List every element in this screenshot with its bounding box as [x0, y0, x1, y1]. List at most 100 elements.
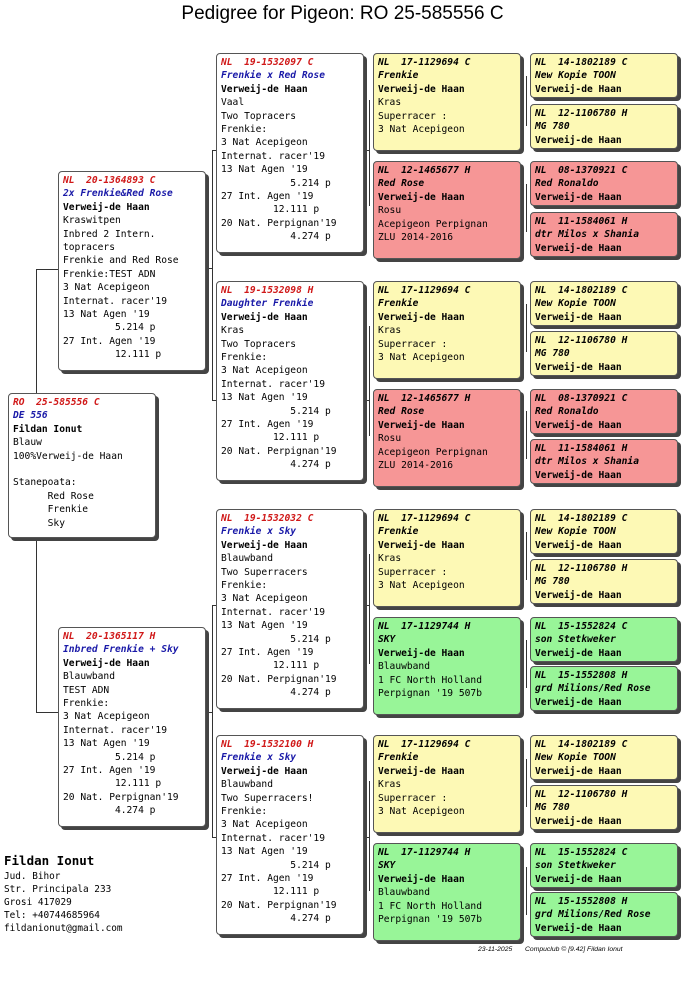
- info-line: 27 Int. Agen '19: [221, 647, 314, 659]
- info-line: 27 Int. Agen '19: [63, 765, 156, 777]
- footer-software: Compuclub © [9.42] Fildan Ionut: [525, 946, 623, 953]
- pigeon-card-gg-grandparent[interactable]: NL 15-1552824 C son Stetkweker Verweij-d…: [530, 843, 678, 888]
- pigeon-card-dam[interactable]: NL 20-1365117 H Inbred Frenkie + Sky Ver…: [58, 627, 206, 827]
- footer-date: 23-11-2025: [478, 946, 513, 953]
- info-line: 13 Nat Agen '19: [221, 620, 308, 632]
- pigeon-name: New Kopie TOON: [535, 70, 616, 82]
- info-line: 27 Int. Agen '19: [221, 191, 314, 203]
- info-line: Two Superracers!: [221, 792, 314, 804]
- pigeon-card-great-grandparent[interactable]: NL 12-1465677 H Red Rose Verweij-de Haan…: [373, 389, 521, 487]
- info-line: Superracer :: [378, 566, 448, 578]
- info-line: 13 Nat Agen '19: [221, 846, 308, 858]
- pigeon-card-gg-grandparent[interactable]: NL 15-1552808 H grd Milions/Red Rose Ver…: [530, 666, 678, 711]
- pigeon-card-gg-grandparent[interactable]: NL 12-1106780 H MG 780 Verweij-de Haan: [530, 104, 678, 149]
- connector-line: [526, 532, 527, 580]
- pigeon-card-gg-grandparent[interactable]: NL 15-1552808 H grd Milions/Red Rose Ver…: [530, 892, 678, 937]
- info-line: Two Topracers: [221, 110, 297, 122]
- ring-number: NL 12-1106780 H: [535, 789, 628, 800]
- pigeon-name: SKY: [378, 860, 396, 872]
- info-line: Inbred 2 Intern.: [63, 228, 156, 240]
- pigeon-name: Frenkie x Sky: [221, 526, 297, 538]
- ring-number: RO 25-585556 C: [13, 397, 100, 408]
- pigeon-card-great-grandparent[interactable]: NL 17-1129744 H SKY Verweij-de Haan Blau…: [373, 617, 521, 715]
- info-line: 3 Nat Acepigeon: [63, 711, 150, 723]
- pigeon-card-great-grandparent[interactable]: NL 17-1129694 C Frenkie Verweij-de Haan …: [373, 735, 521, 833]
- ring-number: NL 14-1802189 C: [535, 739, 628, 750]
- pigeon-card-gg-grandparent[interactable]: NL 08-1370921 C Red Ronaldo Verweij-de H…: [530, 389, 678, 434]
- pigeon-card-gg-grandparent[interactable]: NL 12-1106780 H MG 780 Verweij-de Haan: [530, 785, 678, 830]
- pigeon-card-gg-grandparent[interactable]: NL 08-1370921 C Red Ronaldo Verweij-de H…: [530, 161, 678, 206]
- pigeon-card-great-grandparent[interactable]: NL 12-1465677 H Red Rose Verweij-de Haan…: [373, 161, 521, 259]
- connector-line: [526, 304, 527, 352]
- info-line: Kras: [378, 779, 402, 791]
- info-line: 12.111 p: [221, 432, 320, 444]
- pigeon-card-gg-grandparent[interactable]: NL 12-1106780 H MG 780 Verweij-de Haan: [530, 559, 678, 604]
- info-line: 3 Nat Acepigeon: [221, 365, 308, 377]
- pigeon-name: MG 780: [535, 802, 570, 814]
- pigeon-card-gg-grandparent[interactable]: NL 14-1802189 C New Kopie TOON Verweij-d…: [530, 53, 678, 98]
- info-line: Acepigeon Perpignan: [378, 218, 488, 230]
- info-line: Perpignan '19 507b: [378, 914, 482, 926]
- pigeon-card-gg-grandparent[interactable]: NL 12-1106780 H MG 780 Verweij-de Haan: [530, 331, 678, 376]
- info-line: Kras: [378, 97, 402, 109]
- info-line: Internat. racer'19: [221, 378, 325, 390]
- pigeon-card-great-grandparent[interactable]: NL 17-1129744 H SKY Verweij-de Haan Blau…: [373, 843, 521, 941]
- owner-name: Verweij-de Haan: [378, 191, 465, 203]
- info-line: 4.274 p: [221, 231, 331, 243]
- breeder-line: Jud. Bihor: [4, 871, 61, 882]
- info-line: 3 Nat Acepigeon: [378, 352, 465, 364]
- info-line: Acepigeon Perpignan: [378, 446, 488, 458]
- pigeon-card-grandparent[interactable]: NL 19-1532100 H Frenkie x Sky Verweij-de…: [216, 735, 364, 935]
- info-line: Internat. racer'19: [221, 832, 325, 844]
- info-line: 27 Int. Agen '19: [63, 335, 156, 347]
- pigeon-card-gg-grandparent[interactable]: NL 15-1552824 C son Stetkweker Verweij-d…: [530, 617, 678, 662]
- owner-name: Verweij-de Haan: [535, 311, 622, 323]
- ring-number: NL 15-1552824 C: [535, 847, 628, 858]
- pigeon-card-gg-grandparent[interactable]: NL 11-1584061 H dtr Milos x Shania Verwe…: [530, 212, 678, 257]
- ring-number: NL 17-1129694 C: [378, 513, 471, 524]
- info-line: 100%Verweij-de Haan: [13, 450, 123, 462]
- pigeon-card-grandparent[interactable]: NL 19-1532098 H Daughter Frenkie Verweij…: [216, 281, 364, 481]
- info-line: Frenkie:: [221, 352, 268, 364]
- pigeon-name: New Kopie TOON: [535, 526, 616, 538]
- info-line: 3 Nat Acepigeon: [63, 282, 150, 294]
- connector-line: [364, 605, 370, 606]
- ring-number: NL 12-1465677 H: [378, 165, 471, 176]
- connector-line: [526, 759, 527, 807]
- connector-line: [206, 268, 213, 269]
- pigeon-card-gg-grandparent[interactable]: NL 11-1584061 H dtr Milos x Shania Verwe…: [530, 439, 678, 484]
- info-line: Perpignan '19 507b: [378, 688, 482, 700]
- owner-name: Verweij-de Haan: [221, 765, 308, 777]
- info-line: 12.111 p: [63, 778, 162, 790]
- pigeon-card-great-grandparent[interactable]: NL 17-1129694 C Frenkie Verweij-de Haan …: [373, 53, 521, 151]
- info-line: 12.111 p: [221, 204, 320, 216]
- pigeon-name: grd Milions/Red Rose: [535, 683, 651, 695]
- pigeon-card-gg-grandparent[interactable]: NL 14-1802189 C New Kopie TOON Verweij-d…: [530, 281, 678, 326]
- owner-name: Verweij-de Haan: [63, 201, 150, 213]
- info-line: 5.214 p: [221, 859, 331, 871]
- info-line: Frenkie:: [221, 124, 268, 136]
- pigeon-card-great-grandparent[interactable]: NL 17-1129694 C Frenkie Verweij-de Haan …: [373, 509, 521, 607]
- info-line: 5.214 p: [63, 322, 156, 334]
- owner-name: Verweij-de Haan: [378, 311, 465, 323]
- pigeon-name: SKY: [378, 634, 396, 646]
- info-line: Internat. racer'19: [63, 295, 167, 307]
- pigeon-card-grandparent[interactable]: NL 19-1532032 C Frenkie x Sky Verweij-de…: [216, 509, 364, 709]
- ring-number: NL 20-1365117 H: [63, 631, 156, 642]
- pigeon-card-subject[interactable]: RO 25-585556 C DE 556 Fildan Ionut Blauw…: [8, 393, 156, 538]
- pigeon-card-gg-grandparent[interactable]: NL 14-1802189 C New Kopie TOON Verweij-d…: [530, 509, 678, 554]
- connector-line: [369, 100, 370, 206]
- info-line: 3 Nat Acepigeon: [221, 137, 308, 149]
- pigeon-card-great-grandparent[interactable]: NL 17-1129694 C Frenkie Verweij-de Haan …: [373, 281, 521, 379]
- owner-name: Verweij-de Haan: [378, 873, 465, 885]
- info-line: 13 Nat Agen '19: [221, 392, 308, 404]
- owner-name: Verweij-de Haan: [378, 539, 465, 551]
- info-line: Kras: [378, 325, 402, 337]
- info-line: 4.274 p: [221, 687, 331, 699]
- pigeon-name: MG 780: [535, 348, 570, 360]
- pigeon-card-grandparent[interactable]: NL 19-1532097 C Frenkie x Red Rose Verwe…: [216, 53, 364, 253]
- pigeon-card-sire[interactable]: NL 20-1364893 C 2x Frenkie&Red Rose Verw…: [58, 171, 206, 371]
- pigeon-card-gg-grandparent[interactable]: NL 14-1802189 C New Kopie TOON Verweij-d…: [530, 735, 678, 780]
- connector-line: [526, 867, 527, 915]
- ring-number: NL 15-1552808 H: [535, 896, 628, 907]
